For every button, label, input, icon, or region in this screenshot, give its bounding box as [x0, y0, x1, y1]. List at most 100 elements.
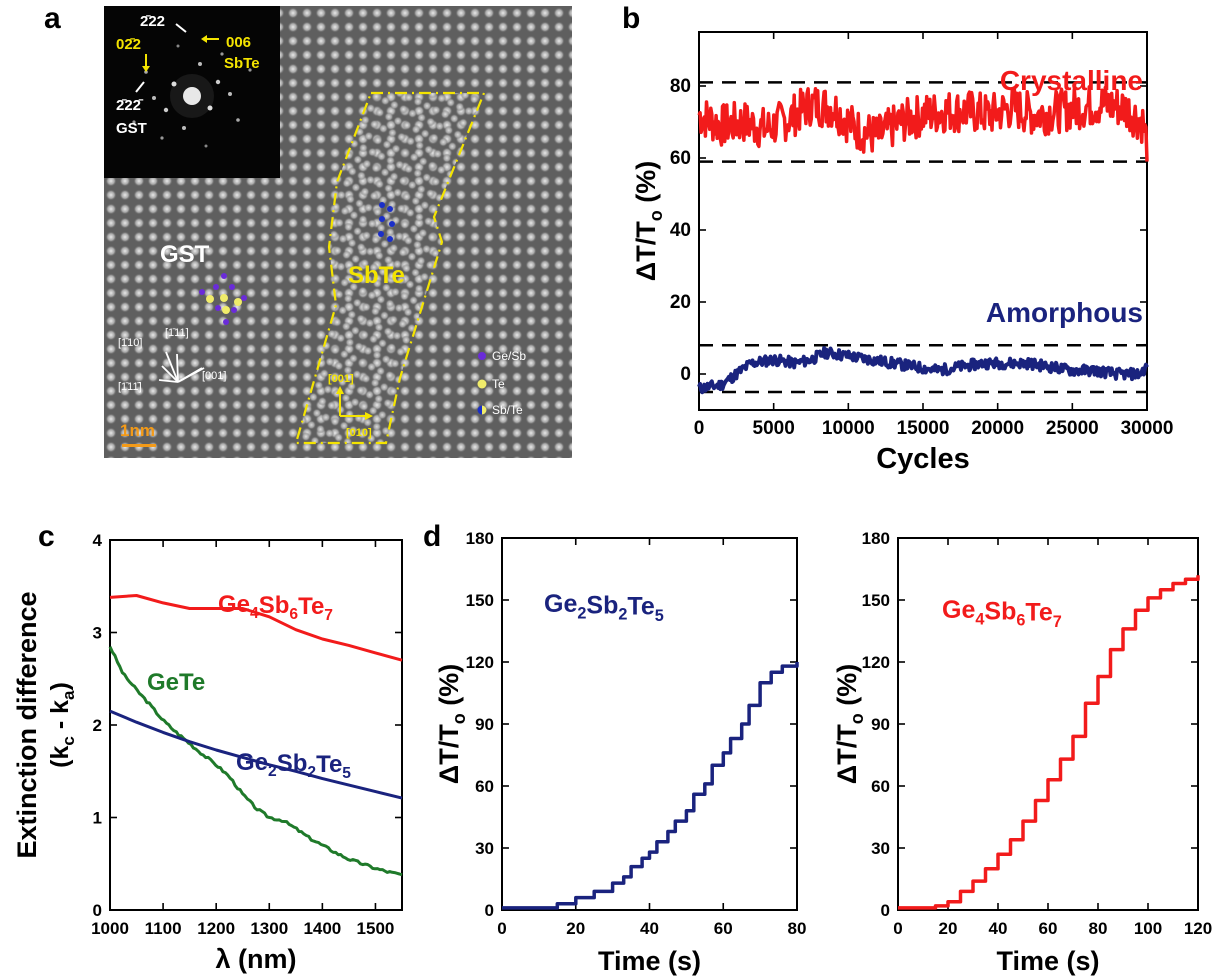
x-tick-label: 20000: [971, 418, 1024, 439]
sbte-axis-1: [001]: [328, 373, 354, 385]
legend-te: Te: [492, 377, 505, 391]
y-tick-label: 0: [93, 901, 102, 920]
fft-pattern: [132, 44, 252, 148]
y-tick-label: 120: [862, 653, 890, 672]
x-tick-label: 40: [989, 919, 1008, 938]
tem-image: 2̄22 02̄2 006 SbTe 2̄22̄ GST GST SbTe: [104, 6, 572, 458]
gst-axis-1: [1̄10]: [118, 337, 142, 349]
plot-frame: [109, 539, 403, 911]
y-axis-label: ΔT/To (%): [631, 161, 666, 281]
series-line-gete: [108, 646, 403, 877]
y-tick-label: 60: [871, 777, 890, 796]
series-line-ge4sb6te7: [109, 594, 403, 662]
x-tick-label: 1000: [91, 919, 129, 938]
x-tick-label: 1100: [145, 919, 182, 938]
scale-bar-label: 1nm: [120, 421, 155, 440]
fft-label-5: 2̄22̄: [116, 97, 144, 114]
x-tick-label: 120: [1184, 919, 1212, 938]
x-tick-label: 40: [640, 919, 659, 938]
legend-ge2sb2te5: Ge2Sb2Te5: [544, 590, 664, 625]
fft-label-6: GST: [116, 120, 147, 137]
y-tick-label: 3: [93, 624, 102, 643]
sbte-label: SbTe: [348, 262, 405, 289]
legend-ge-sb: Ge/Sb: [492, 349, 526, 363]
x-tick-label: 80: [788, 919, 807, 938]
y-tick-label: 1: [93, 809, 102, 828]
y-tick-label: 0: [881, 901, 890, 920]
panel-label-d: d: [423, 520, 442, 553]
legend-ge2sb2te5: Ge2Sb2Te5: [236, 749, 351, 782]
legend-crystalline: Crystalline: [1000, 65, 1143, 96]
y-tick-label: 0: [680, 364, 691, 385]
legend-ge4sb6te7: Ge4Sb6Te7: [942, 596, 1062, 631]
chart-d-left-ge2sb2te5: 0 20 40 60 80 0 30 60 90 120 150 180 Ge2Sb2Te5 Time (…: [434, 529, 807, 976]
y-tick-label: 90: [475, 715, 494, 734]
x-tick-label: 5000: [753, 418, 795, 439]
x-axis-label: Cycles: [876, 443, 970, 475]
y-axis-label-2: (kc - ka): [46, 682, 78, 768]
y-axis-label: ΔT/To (%): [434, 664, 469, 784]
panel-label-c: c: [38, 520, 55, 553]
gst-direction-axes: [158, 351, 205, 383]
x-tick-label: 100: [1134, 919, 1162, 938]
plot-frame: [897, 537, 1199, 911]
y-tick-label: 150: [862, 591, 890, 610]
x-tick-label: 30000: [1121, 418, 1174, 439]
y-tick-label: 2: [93, 716, 102, 735]
y-axis-label: Extinction difference: [12, 591, 42, 858]
sbte-axis-2: [010]: [346, 427, 372, 439]
series-line-amorphous: [697, 346, 1149, 395]
x-tick-label: 0: [497, 919, 506, 938]
x-tick-label: 1200: [197, 919, 235, 938]
y-tick-label: 80: [670, 76, 691, 97]
y-axis-label: ΔT/To (%): [832, 664, 867, 784]
gst-axis-4: [1̄11̄]: [118, 381, 142, 393]
x-tick-label: 0: [694, 418, 705, 439]
fft-arrows: [135, 23, 219, 93]
panel-label-a: a: [44, 2, 61, 35]
x-tick-label: 15000: [897, 418, 950, 439]
fft-label-3: 006: [226, 34, 251, 51]
x-tick-label: 1300: [250, 919, 288, 938]
x-axis-label: Time (s): [598, 946, 701, 976]
y-tick-label: 60: [670, 148, 691, 169]
x-tick-label: 60: [1039, 919, 1058, 938]
legend-gete: GeTe: [147, 669, 205, 696]
legend-ge4sb6te7: Ge4Sb6Te7: [218, 591, 333, 624]
fft-label-4: SbTe: [224, 55, 260, 72]
y-tick-label: 60: [475, 777, 494, 796]
series-line-ge2sb2te5: [109, 709, 403, 800]
series-line-ge4sb6te7: [898, 575, 1200, 910]
x-axis-label: λ (nm): [216, 944, 297, 974]
y-tick-label: 120: [466, 653, 494, 672]
x-tick-label: 80: [1089, 919, 1108, 938]
x-tick-label: 20: [566, 919, 585, 938]
x-tick-label: 10000: [822, 418, 875, 439]
series-line-ge2sb2te5: [502, 662, 799, 910]
panel-label-b: b: [622, 2, 641, 35]
gst-label: GST: [160, 241, 210, 268]
y-tick-label: 20: [670, 292, 691, 313]
y-tick-label: 30: [475, 839, 494, 858]
x-tick-label: 25000: [1046, 418, 1099, 439]
sbte-direction-axes: [336, 386, 373, 420]
x-tick-label: 20: [939, 919, 958, 938]
series-line-crystalline: [697, 85, 1149, 162]
y-tick-label: 180: [466, 529, 494, 548]
sbte-region-outline: [294, 91, 486, 445]
gst-axis-2: [1̄11]: [165, 327, 189, 339]
legend-sb-te: Sb/Te: [492, 403, 523, 417]
tem-micrograph: 2̄22 02̄2 006 SbTe 2̄22̄ GST GST SbTe: [104, 6, 572, 458]
atom-legend: [477, 352, 487, 415]
y-tick-label: 30: [871, 839, 890, 858]
gst-axis-3: [001]: [202, 370, 226, 382]
x-axis-label: Time (s): [996, 946, 1099, 976]
x-tick-label: 0: [893, 919, 902, 938]
chart-b-cycling: 0 5000 10000 15000 20000 25000 30000 0 20 40 60 80 C…: [631, 31, 1174, 475]
chart-c-extinction: 1000 1100 1200 1300 1400 1500 0 1 2 3 4 Ge4Sb6Te7 Ge…: [12, 531, 403, 974]
fft-label-2: 02̄2: [116, 36, 141, 53]
x-tick-label: 1400: [303, 919, 341, 938]
y-tick-label: 40: [670, 220, 691, 241]
y-tick-label: 0: [485, 901, 494, 920]
x-tick-label: 60: [714, 919, 733, 938]
